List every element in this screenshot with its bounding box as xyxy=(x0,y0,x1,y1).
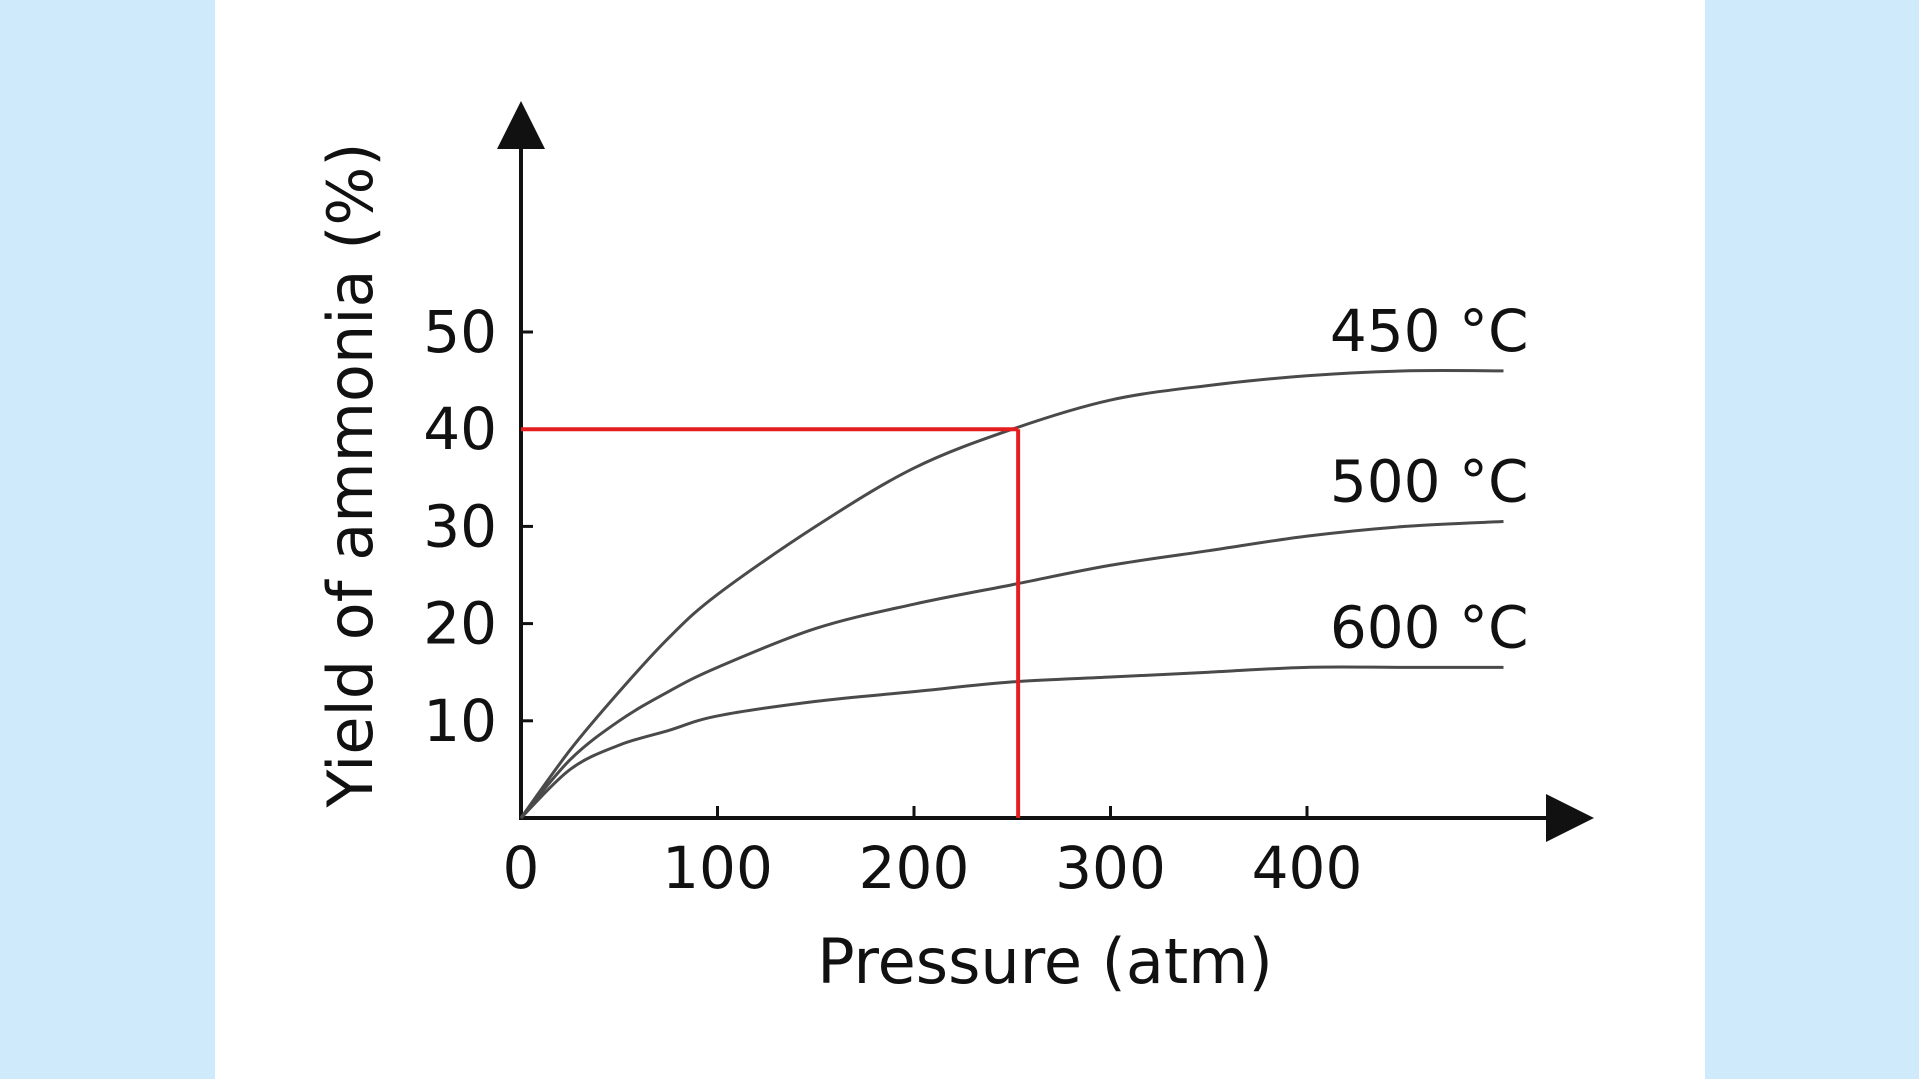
reference-lines xyxy=(521,427,1021,818)
x-tick-label: 100 xyxy=(662,834,773,902)
y-tick-label: 30 xyxy=(423,492,497,560)
x-tick-label: 0 xyxy=(503,834,540,902)
axes xyxy=(497,101,1594,842)
x-axis-title: Pressure (atm) xyxy=(817,925,1273,998)
series-line-0 xyxy=(519,369,1504,819)
labels: Pressure (atm) Yield of ammonia (%) 450 … xyxy=(314,142,1529,998)
x-tick-label: 200 xyxy=(859,834,970,902)
series-label-0: 450 °C xyxy=(1330,297,1529,365)
y-tick-label: 20 xyxy=(423,590,497,658)
y-tick-label: 10 xyxy=(423,687,497,755)
x-tick-label: 400 xyxy=(1252,834,1363,902)
y-axis-title: Yield of ammonia (%) xyxy=(314,142,387,808)
series-label-2: 600 °C xyxy=(1330,593,1529,661)
chart-panel xyxy=(215,0,1705,1079)
ticks: 0 100 200 300 400 10 20 30 40 50 xyxy=(423,298,1362,902)
y-tick-label: 40 xyxy=(423,395,497,463)
series xyxy=(519,369,1504,820)
x-tick-label: 300 xyxy=(1055,834,1166,902)
y-tick-label: 50 xyxy=(423,298,497,366)
series-label-1: 500 °C xyxy=(1330,448,1529,516)
series-line-1 xyxy=(519,520,1504,819)
series-line-2 xyxy=(519,665,1504,820)
